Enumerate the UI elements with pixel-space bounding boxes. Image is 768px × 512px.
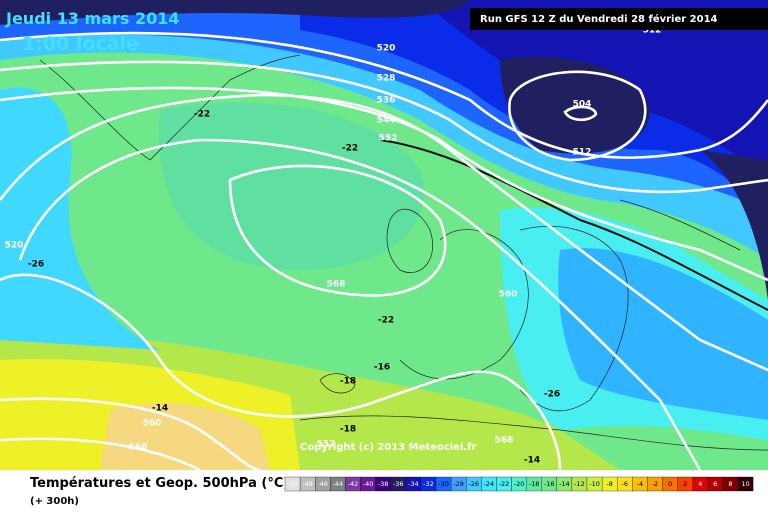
scale-label: 10 <box>741 480 749 488</box>
scale-label: -48 <box>302 480 313 488</box>
temperature-label: -14 <box>152 404 168 414</box>
scale-label: 4 <box>698 480 702 488</box>
scale-label: 6 <box>713 480 717 488</box>
lead-time: (+ 300h) <box>30 496 79 507</box>
color-scale: -50 -48 -46 -44 -42 -40 -38 -36 -34 -32 -30 -28 -26-… <box>284 476 754 492</box>
scale-label: -50 <box>287 480 298 488</box>
scale-label: -28 <box>453 480 464 488</box>
geopotential-isolines <box>0 31 768 472</box>
temperature-label: -14 <box>524 456 540 466</box>
copyright: Copyright (c) 2013 Meteociel.fr <box>300 442 477 453</box>
temperature-label: -22 <box>378 316 394 326</box>
scale-label: -4 <box>637 480 643 488</box>
geopotential-label: 552 <box>379 134 398 144</box>
isoline-labels: 520 528 536 544 552 504 512 512 520 568 560 560 568 5… <box>5 26 662 466</box>
scale-label: -18 <box>529 480 540 488</box>
geopotential-label: 568 <box>327 280 346 290</box>
scale-swatch <box>737 476 754 492</box>
scale-label: -36 <box>393 480 404 488</box>
scale-label: -24 <box>484 480 495 488</box>
geopotential-label: 560 <box>499 290 518 300</box>
temperature-label: -16 <box>374 363 390 373</box>
scale-label: -30 <box>438 480 449 488</box>
scale-label: -32 <box>423 480 434 488</box>
temperature-label: -26 <box>544 390 560 400</box>
temperature-label: -22 <box>194 110 210 120</box>
geopotential-label: 512 <box>573 148 592 158</box>
run-box <box>470 8 768 30</box>
scale-label: -26 <box>468 480 479 488</box>
geopotential-label: 520 <box>5 241 24 251</box>
scale-label: -22 <box>499 480 510 488</box>
scale-label: 0 <box>668 480 672 488</box>
scale-label: 2 <box>683 480 687 488</box>
scale-label: -12 <box>574 480 585 488</box>
geopotential-label: 568 <box>129 443 148 453</box>
footer-title: Températures et Geop. 500hPa (°C) <box>30 476 289 491</box>
scale-label: -42 <box>348 480 359 488</box>
geopotential-label: 512 <box>643 26 662 36</box>
geopotential-label: 568 <box>495 436 514 446</box>
geopotential-label: 528 <box>377 74 396 84</box>
forecast-date: Jeudi 13 mars 2014 <box>5 9 180 28</box>
geopotential-label: 552 <box>317 440 336 450</box>
scale-label: -46 <box>317 480 328 488</box>
geopotential-label: 544 <box>377 116 396 126</box>
geopotential-label: 520 <box>377 44 396 54</box>
geopotential-label: 504 <box>573 100 592 110</box>
scale-label: -16 <box>544 480 555 488</box>
scale-label: -2 <box>652 480 658 488</box>
scale-label: -40 <box>363 480 374 488</box>
temperature-label: -22 <box>342 144 358 154</box>
scale-label: -14 <box>559 480 570 488</box>
scale-label: -20 <box>514 480 525 488</box>
scale-label: -6 <box>622 480 628 488</box>
scale-label: 8 <box>728 480 732 488</box>
scale-label: -44 <box>333 480 344 488</box>
geopotential-label: 536 <box>377 96 396 106</box>
scale-label: -38 <box>378 480 389 488</box>
temperature-label: -26 <box>28 260 44 270</box>
run-info: Run GFS 12 Z du Vendredi 28 février 2014 <box>480 13 718 25</box>
coastlines <box>39 54 768 451</box>
temperature-label: -18 <box>340 377 356 387</box>
scale-label: -34 <box>408 480 419 488</box>
temperature-label: -18 <box>340 425 356 435</box>
scale-label: -10 <box>589 480 600 488</box>
forecast-time: 1:00 locale <box>22 33 139 55</box>
geopotential-label: 560 <box>143 419 162 429</box>
scale-label: -8 <box>606 480 612 488</box>
